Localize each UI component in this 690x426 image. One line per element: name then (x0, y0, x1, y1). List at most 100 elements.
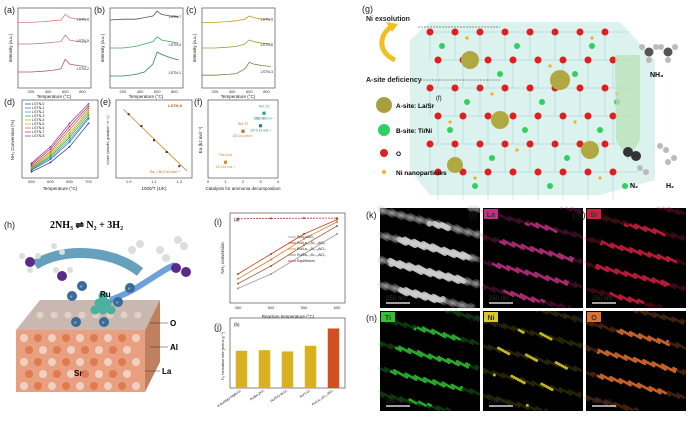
map-pixel (642, 311, 646, 315)
map-pixel (557, 336, 561, 340)
map-pixel (555, 388, 559, 392)
map-pixel (477, 392, 481, 396)
map-pixel (481, 317, 485, 321)
map-pixel (466, 228, 473, 235)
legend-entry-Ru/La₀.₆Sr₀.₄AlO₃: Ru/La₀.₆Sr₀.₄AlO₃ (297, 247, 326, 251)
curve-label-LSTN-1: LSTN-1 (169, 71, 181, 75)
map-pixel (592, 372, 596, 376)
support-atom (34, 358, 42, 366)
legend-entry-LSTN-6: LSTN-6 (32, 126, 44, 130)
panel-c-xticks: 200 400 600 800 (212, 89, 271, 94)
map-pixel (572, 284, 576, 288)
map-pixel (458, 388, 462, 392)
map-pixel (463, 337, 467, 341)
map-pixel (435, 222, 442, 229)
map-pixel (595, 324, 599, 328)
n2-molecule-icon (623, 143, 677, 175)
map-pixel (470, 230, 477, 237)
map-pixel (467, 302, 474, 309)
map-pixel (587, 372, 591, 376)
map-pixel (444, 298, 451, 305)
map-pixel (458, 311, 462, 315)
conversion-point (237, 217, 239, 220)
map-pixel (672, 319, 676, 323)
map-pixel (430, 246, 437, 253)
map-pixel (402, 324, 406, 328)
map-pixel (625, 224, 629, 228)
xtick-b: 600 (154, 89, 161, 94)
map-pixel (589, 236, 593, 240)
map-pixel (556, 338, 560, 342)
map-pixel (553, 226, 557, 230)
curve-label-LSTN-8: LSTN-8 (77, 17, 89, 21)
o-atom (501, 140, 509, 148)
map-pixel (464, 280, 471, 287)
nh3-molecules-icon (19, 243, 73, 281)
map-pixel (557, 305, 561, 309)
o-atom (576, 140, 584, 148)
map-pixel (470, 254, 477, 261)
map-pixel (530, 333, 534, 337)
map-pixel (462, 387, 466, 391)
map-pixel (450, 225, 457, 232)
map-pixel (491, 286, 495, 290)
map-pixel (481, 233, 485, 237)
element-text-Sr: Sr (590, 212, 598, 219)
conversion-point (336, 225, 338, 227)
conversion-point (30, 170, 33, 173)
map-pixel (476, 318, 480, 322)
b-site-atom (589, 43, 595, 49)
map-pixel (562, 389, 566, 393)
map-pixel (673, 209, 677, 213)
map-pixel (552, 312, 556, 316)
map-pixel (577, 391, 581, 395)
o-atom (434, 56, 442, 64)
map-pixel (494, 398, 498, 402)
map-pixel (389, 346, 393, 350)
conversion-point (87, 105, 90, 108)
ni-np-legend-dot (382, 170, 386, 174)
map-pixel (528, 331, 532, 335)
map-pixel (658, 207, 662, 211)
map-pixel (624, 357, 628, 361)
map-pixel (475, 315, 479, 319)
map-pixel (431, 297, 438, 304)
arrhenius-fit-line (123, 109, 188, 172)
map-pixel (384, 282, 391, 289)
map-pixel (682, 288, 686, 292)
b-site-atom (622, 183, 628, 189)
o-atom (451, 28, 459, 36)
map-pixel (598, 399, 602, 403)
map-pixel (562, 312, 566, 316)
b-site-atom (539, 99, 545, 105)
map-pixel (388, 396, 392, 400)
map-pixel (390, 285, 397, 292)
o-text: O (170, 319, 176, 328)
map-pixel (633, 407, 637, 411)
map-pixel (390, 344, 394, 348)
map-pixel (392, 287, 399, 294)
map-pixel (608, 401, 612, 405)
map-pixel (500, 214, 504, 218)
curve-label-LSTN-9: LSTN-9 (261, 17, 273, 21)
map-pixel (603, 217, 607, 221)
map-pixel (470, 315, 474, 319)
map-pixel (396, 320, 400, 324)
conversion-point (87, 107, 90, 110)
map-pixel (456, 310, 460, 314)
map-pixel (507, 215, 511, 219)
map-pixel (431, 405, 435, 409)
map-pixel (560, 304, 564, 308)
map-pixel (674, 260, 678, 264)
map-pixel (487, 397, 491, 401)
o-atom (501, 28, 509, 36)
map-pixel (590, 287, 594, 291)
panel-b-label: (b) (94, 5, 105, 15)
map-pixel (613, 401, 617, 405)
map-pixel (447, 408, 451, 412)
map-pixel (387, 345, 391, 349)
map-pixel (539, 384, 543, 388)
conversion-point (30, 162, 33, 165)
ni-nanoparticle (473, 176, 477, 180)
conversion-line-Ru/La₀.₆Sr₀.₄AlO₃ (237, 221, 338, 280)
